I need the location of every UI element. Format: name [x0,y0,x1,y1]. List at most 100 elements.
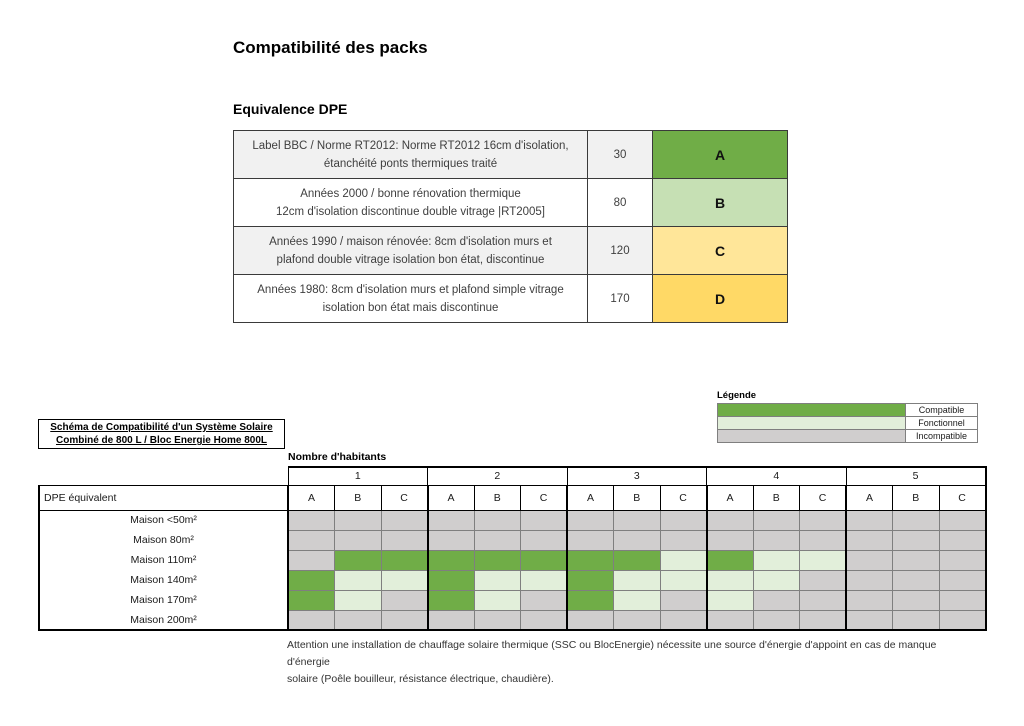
legend-title: Légende [717,390,757,401]
matrix-subcolumn-header-5B: B [892,484,940,511]
matrix-cell-incompatible [380,529,428,551]
matrix-subcolumn-header-4A: A [705,484,754,511]
matrix-cell-incompatible [426,529,475,551]
matrix-cell-fonctionnel [752,549,800,571]
schema-compatibility-box: Schéma de Compatibilité d'un Système Sol… [38,419,285,449]
matrix-cell-incompatible [334,529,382,551]
matrix-cell-fonctionnel [659,549,707,571]
matrix-row: Maison 140m² [38,569,987,591]
matrix-row-label: Maison 140m² [38,570,289,590]
matrix-cell-incompatible [799,509,847,531]
matrix-row-header: DPE équivalent [38,484,289,511]
matrix-subcolumn-header-2C: C [520,484,568,511]
matrix-cell-compatible [566,549,614,571]
matrix-cell-compatible [613,549,661,571]
matrix-group-header-3: 3 [566,466,707,486]
matrix-row-label: Maison 200m² [38,610,289,631]
matrix-cell-incompatible [845,609,893,631]
matrix-cell-incompatible [845,509,893,531]
schema-box-line2: Combiné de 800 L / Bloc Energie Home 800… [56,435,267,446]
matrix-cell-incompatible [799,529,847,551]
matrix-cell-incompatible [938,549,987,571]
matrix-subcolumn-header-3A: A [566,484,614,511]
matrix-cell-incompatible [845,529,893,551]
matrix-subcolumn-header-1C: C [380,484,428,511]
table-row: Années 1980: 8cm d'isolation murs et pla… [233,274,788,323]
matrix-subcolumn-header-5C: C [938,484,987,511]
matrix-cell-incompatible [380,589,428,611]
matrix-cell-incompatible [473,609,521,631]
matrix-cell-incompatible [659,529,707,551]
matrix-cell-incompatible [613,609,661,631]
matrix-cell-incompatible [845,549,893,571]
matrix-group-header-1: 1 [287,466,428,486]
legend-swatch-compatible [717,403,906,417]
matrix-cell-incompatible [845,589,893,611]
matrix-cell-incompatible [892,549,940,571]
matrix-cell-incompatible [613,529,661,551]
dpe-value: 170 [587,274,653,323]
matrix-subcolumn-header-3C: C [659,484,707,511]
matrix-cell-incompatible [938,529,987,551]
matrix-subcolumn-header-1A: A [287,484,335,511]
matrix-cell-incompatible [705,509,754,531]
matrix-caption: Nombre d'habitants [288,451,387,463]
matrix-row-label: Maison 170m² [38,590,289,610]
legend-swatch-fonctionnel [717,416,906,430]
schema-box-line1: Schéma de Compatibilité d'un Système Sol… [50,422,273,433]
matrix-cell-compatible [426,549,475,571]
matrix-cell-fonctionnel [613,569,661,591]
matrix-cell-incompatible [566,529,614,551]
matrix-row: Maison 80m² [38,529,987,551]
matrix-cell-compatible [520,549,568,571]
matrix-cell-incompatible [473,529,521,551]
matrix-cell-fonctionnel [752,569,800,591]
matrix-cell-incompatible [287,549,335,571]
matrix-cell-incompatible [799,569,847,591]
matrix-cell-incompatible [659,609,707,631]
matrix-cell-compatible [566,589,614,611]
dpe-grade-badge: D [652,274,788,323]
matrix-cell-incompatible [659,589,707,611]
matrix-cell-fonctionnel [613,589,661,611]
matrix-cell-fonctionnel [520,569,568,591]
dpe-description: Années 2000 / bonne rénovation thermique… [233,178,588,227]
matrix-group-header-5: 5 [845,466,987,486]
matrix-row: Maison 200m² [38,609,987,631]
matrix-cell-incompatible [752,529,800,551]
matrix-cell-compatible [426,569,475,591]
matrix-subcolumn-header-4B: B [752,484,800,511]
matrix-row: Maison 110m² [38,549,987,571]
matrix-row-label: Maison 80m² [38,530,289,550]
matrix-cell-compatible [287,589,335,611]
dpe-value: 120 [587,226,653,275]
matrix-cell-compatible [380,549,428,571]
matrix-cell-incompatible [520,529,568,551]
table-row: Label BBC / Norme RT2012: Norme RT2012 1… [233,130,788,179]
dpe-grade-badge: A [652,130,788,179]
matrix-cell-incompatible [938,509,987,531]
matrix-cell-fonctionnel [334,589,382,611]
matrix-row-label: Maison 110m² [38,550,289,570]
matrix-row-label: Maison <50m² [38,510,289,530]
matrix-subcolumn-header-3B: B [613,484,661,511]
matrix-cell-compatible [287,569,335,591]
matrix-cell-incompatible [705,609,754,631]
matrix-cell-incompatible [287,609,335,631]
legend-row: Compatible [717,403,978,417]
matrix-group-header-4: 4 [706,466,847,486]
matrix-row: Maison <50m² [38,509,987,531]
matrix-cell-incompatible [845,569,893,591]
dpe-grade-badge: B [652,178,788,227]
matrix-cell-incompatible [892,569,940,591]
matrix-subheader-row: DPE équivalent A B C A B C A B C A B C A B C [38,484,987,511]
matrix-cell-incompatible [566,609,614,631]
compatibility-matrix: 1 2 3 4 5 DPE équivalent A B C A B C A B C A B C A B C Maison… [38,466,987,631]
matrix-cell-fonctionnel [705,569,754,591]
dpe-grade-badge: C [652,226,788,275]
matrix-cell-incompatible [892,509,940,531]
matrix-cell-incompatible [520,589,568,611]
matrix-cell-incompatible [659,509,707,531]
matrix-subcolumn-header-2A: A [426,484,475,511]
